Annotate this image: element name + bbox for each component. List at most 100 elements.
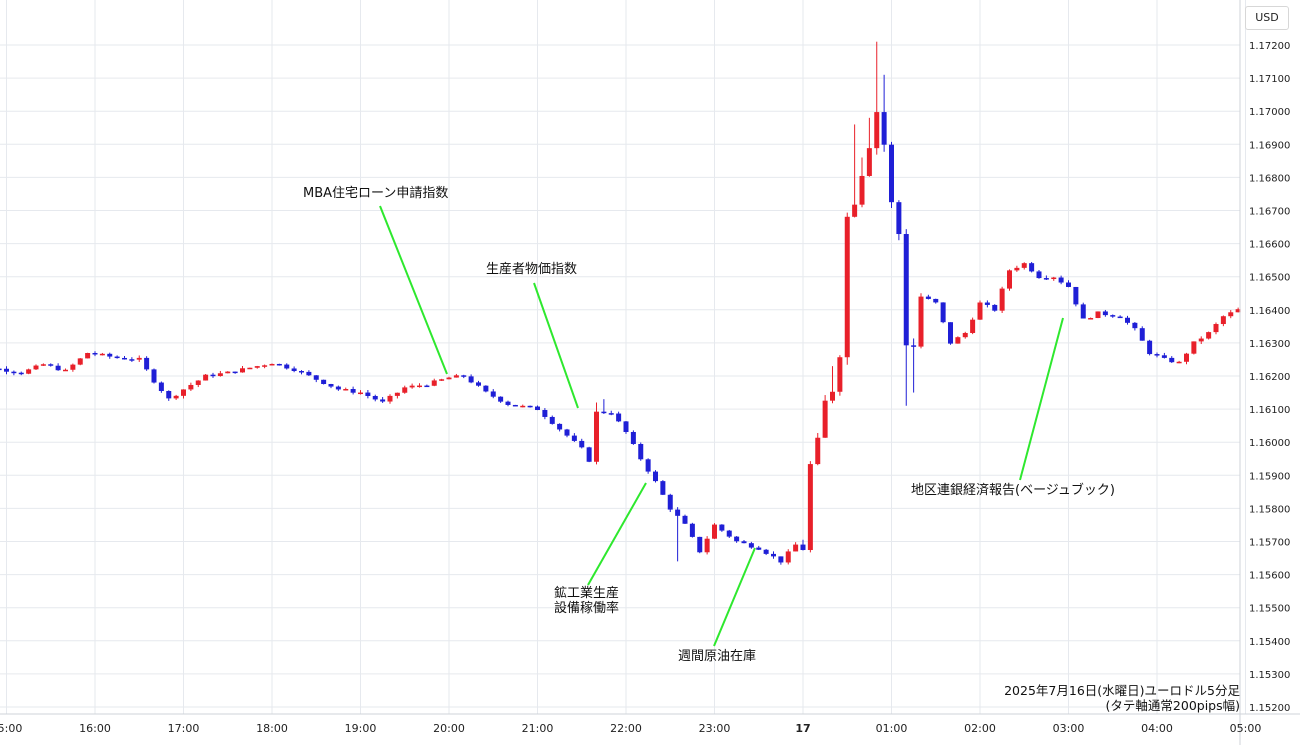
candle-down — [542, 408, 548, 420]
candle-body — [837, 357, 843, 392]
candle-body — [92, 352, 98, 355]
axis-corner — [1241, 715, 1300, 745]
y-tick-label: 1.15300 — [1249, 670, 1290, 681]
candle-body — [188, 384, 194, 390]
candle-body — [417, 385, 422, 388]
candle-down — [1110, 314, 1116, 318]
candle-body — [903, 234, 909, 346]
candle-down — [380, 397, 386, 403]
candle-down — [18, 371, 24, 376]
candle-down — [55, 363, 61, 371]
candle-up — [453, 373, 459, 378]
candle-up — [970, 317, 976, 335]
candle-body — [203, 374, 209, 381]
candle-down — [144, 356, 150, 371]
candle-body — [453, 375, 459, 378]
candle-up — [712, 523, 717, 539]
candle-up — [866, 117, 872, 177]
candle-up — [1206, 331, 1212, 340]
candle-down — [896, 200, 902, 241]
candle-body — [653, 471, 658, 482]
candle-body — [1073, 286, 1079, 305]
candle-body — [1066, 282, 1071, 287]
candle-body — [107, 353, 113, 357]
candle-down — [881, 74, 887, 152]
candle-body — [866, 148, 872, 176]
candle-body — [240, 368, 245, 373]
candle-body — [1147, 340, 1153, 355]
candle-down — [512, 404, 518, 407]
candle-body — [85, 352, 91, 359]
candle-down — [92, 351, 98, 357]
candle-body — [446, 377, 452, 380]
candle-body — [402, 387, 408, 393]
candle-body — [48, 364, 54, 366]
candle-up — [77, 358, 83, 366]
candle-body — [948, 322, 953, 344]
candle-body — [778, 556, 784, 563]
candle-body — [1206, 332, 1212, 339]
candle-body — [807, 464, 813, 551]
candle-up — [417, 383, 422, 388]
candle-down — [335, 385, 341, 391]
candle-down — [151, 368, 157, 384]
candle-down — [365, 389, 371, 399]
candle-body — [4, 368, 9, 372]
candle-down — [800, 539, 806, 551]
candle-body — [11, 371, 17, 374]
candle-up — [85, 352, 91, 359]
candle-body — [1125, 317, 1130, 323]
candle-up — [262, 364, 268, 369]
candle-up — [807, 461, 813, 553]
candle-up — [1051, 276, 1057, 281]
candle-body — [771, 553, 776, 557]
candle-body — [697, 536, 703, 553]
annotation-industrial-production: 鉱工業生産 — [554, 586, 620, 601]
candle-body — [594, 411, 599, 462]
candle-down — [527, 405, 533, 408]
candle-down — [1154, 352, 1160, 358]
candle-body — [0, 368, 2, 371]
y-tick-label: 1.16800 — [1249, 173, 1290, 184]
candle-body — [328, 384, 334, 387]
candle-body — [933, 298, 939, 303]
candle-body — [719, 524, 725, 531]
candle-up — [1198, 336, 1204, 345]
y-tick-label: 1.16600 — [1249, 240, 1290, 251]
candle-down — [763, 548, 769, 556]
candle-body — [431, 380, 437, 386]
candle-up — [40, 363, 46, 366]
candles — [0, 41, 1241, 565]
candle-up — [1007, 269, 1012, 291]
candle-body — [623, 421, 629, 432]
candle-down — [122, 355, 127, 360]
candle-body — [601, 411, 607, 414]
candle-down — [350, 386, 356, 395]
candle-body — [269, 363, 275, 366]
candle-up — [793, 542, 799, 552]
candle-body — [1117, 316, 1123, 319]
currency-button[interactable]: USD — [1245, 6, 1289, 30]
candle-body — [970, 319, 976, 333]
candle-down — [741, 539, 747, 544]
candle-down — [756, 545, 762, 551]
x-tick-label: 20:00 — [433, 722, 465, 735]
pointer-ppi — [533, 282, 579, 409]
y-tick-label: 1.16300 — [1249, 339, 1290, 350]
candle-down — [4, 366, 9, 375]
candle-body — [505, 401, 511, 405]
candle-up — [99, 352, 105, 356]
candle-body — [667, 494, 673, 510]
candle-up — [704, 536, 710, 555]
candle-body — [210, 374, 216, 377]
candle-up — [387, 394, 393, 404]
y-tick-label: 1.16700 — [1249, 207, 1290, 218]
candle-body — [844, 216, 850, 358]
candle-body — [830, 391, 835, 401]
pointer-oil — [713, 547, 756, 647]
annotation-ppi: 生産者物価指数 — [486, 262, 578, 277]
candle-body — [527, 405, 533, 408]
candle-up — [269, 363, 275, 366]
candle-body — [1007, 270, 1012, 289]
candle-body — [940, 302, 946, 323]
